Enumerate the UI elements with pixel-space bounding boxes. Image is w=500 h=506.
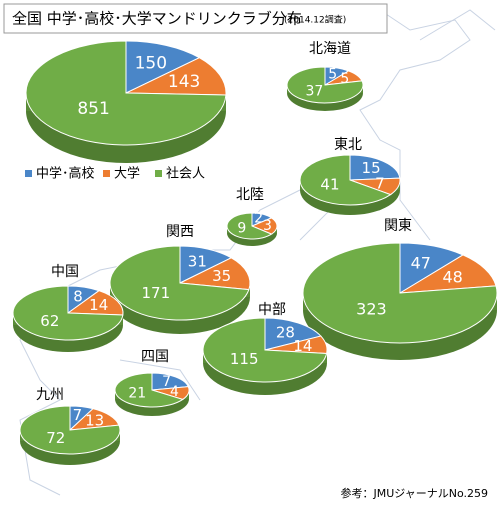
chart-title: 全国 中学･高校･大学マンドリンクラブ分布	[12, 10, 302, 28]
value-label: 48	[442, 268, 462, 287]
region-label: 北海道	[309, 41, 351, 57]
pie-slice	[114, 372, 184, 408]
value-label: 35	[212, 267, 231, 285]
region-label: 九州	[36, 387, 64, 403]
pie-slice	[25, 40, 227, 146]
pie-slice	[399, 254, 497, 294]
pie-slice	[125, 57, 227, 96]
pie-slice	[19, 405, 121, 455]
value-label: 143	[168, 72, 200, 92]
value-label: 8	[73, 288, 83, 306]
pie-slice	[399, 242, 465, 294]
legend-swatch	[25, 170, 32, 177]
value-label: 4	[170, 384, 179, 400]
pie-slice	[264, 317, 322, 351]
region-label: 関東	[384, 218, 412, 234]
value-label: 14	[89, 296, 108, 314]
pie-slice	[286, 66, 364, 104]
value-label: 5	[328, 66, 337, 82]
pie-slice	[226, 212, 273, 240]
value-label: 2	[254, 211, 263, 227]
region-label: 中国	[51, 264, 79, 280]
value-label: 13	[85, 412, 104, 430]
pie-slice	[202, 317, 328, 383]
value-label: 62	[40, 312, 59, 330]
value-label: 47	[411, 253, 431, 272]
legend-label: 中学･高校	[36, 166, 95, 182]
title-box	[3, 3, 388, 34]
pie-slice	[66, 290, 124, 316]
source-note: 参考：JMUジャーナルNo.259	[341, 486, 489, 500]
legend-swatch	[103, 170, 110, 177]
region-label: 関西	[166, 224, 194, 240]
value-label: 5	[340, 71, 349, 87]
legend-label: 大学	[114, 166, 140, 182]
pie-slice	[12, 285, 124, 341]
value-label: 9	[237, 221, 246, 237]
region-label: 東北	[334, 137, 362, 153]
value-label: 37	[305, 83, 323, 99]
value-label: 14	[293, 337, 312, 355]
pie-slice	[125, 40, 201, 94]
region-label: 中部	[258, 302, 286, 318]
pie-slice	[109, 245, 250, 321]
value-label: 21	[128, 386, 146, 402]
value-label: 115	[230, 350, 259, 368]
pie-slice	[302, 242, 498, 344]
value-label: 171	[142, 284, 171, 302]
region-label: 四国	[141, 349, 169, 365]
value-label: 3	[263, 218, 272, 234]
value-label: 150	[135, 53, 167, 73]
region-label: 北陸	[236, 187, 264, 203]
value-label: 31	[188, 252, 207, 270]
legend-swatch	[155, 170, 162, 177]
value-label: 7	[73, 406, 83, 424]
value-label: 7	[375, 175, 385, 193]
value-label: 323	[356, 300, 387, 319]
legend-label: 社会人	[166, 166, 205, 182]
value-label: 72	[46, 429, 65, 447]
pie-slice	[299, 154, 392, 206]
value-label: 41	[320, 176, 339, 194]
pie-slice	[349, 154, 401, 181]
chart-subtitle: (2014.12調査)	[284, 14, 346, 26]
pie-slice	[178, 257, 251, 291]
value-label: 851	[77, 99, 109, 119]
pie-slice	[151, 372, 190, 391]
value-label: 7	[162, 374, 171, 390]
pie-slice	[179, 245, 233, 284]
value-label: 28	[276, 324, 295, 342]
value-label: 15	[362, 159, 381, 177]
